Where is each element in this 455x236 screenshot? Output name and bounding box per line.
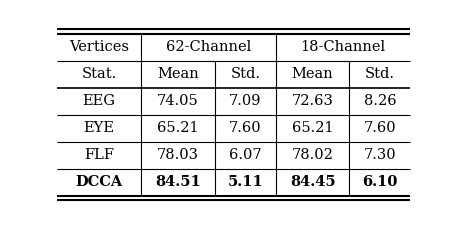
Text: Std.: Std. [230, 67, 260, 81]
Text: 78.03: 78.03 [157, 148, 198, 162]
Text: Mean: Mean [291, 67, 333, 81]
Text: 78.02: 78.02 [291, 148, 333, 162]
Text: Std.: Std. [364, 67, 394, 81]
Text: 72.63: 72.63 [291, 94, 333, 108]
Text: 65.21: 65.21 [157, 121, 198, 135]
Text: DCCA: DCCA [75, 175, 122, 189]
Text: 6.07: 6.07 [228, 148, 261, 162]
Text: 74.05: 74.05 [157, 94, 198, 108]
Text: 18-Channel: 18-Channel [300, 40, 385, 54]
Text: EYE: EYE [83, 121, 114, 135]
Text: FLF: FLF [84, 148, 114, 162]
Text: 7.30: 7.30 [363, 148, 395, 162]
Text: 7.60: 7.60 [363, 121, 395, 135]
Text: 7.60: 7.60 [228, 121, 261, 135]
Text: 62-Channel: 62-Channel [166, 40, 251, 54]
Text: Mean: Mean [157, 67, 198, 81]
Text: 84.45: 84.45 [289, 175, 335, 189]
Text: Vertices: Vertices [69, 40, 129, 54]
Text: 7.09: 7.09 [228, 94, 261, 108]
Text: 5.11: 5.11 [227, 175, 263, 189]
Text: Stat.: Stat. [81, 67, 116, 81]
Text: EEG: EEG [82, 94, 115, 108]
Text: 6.10: 6.10 [361, 175, 397, 189]
Text: 84.51: 84.51 [155, 175, 200, 189]
Text: 8.26: 8.26 [363, 94, 395, 108]
Text: 65.21: 65.21 [291, 121, 333, 135]
